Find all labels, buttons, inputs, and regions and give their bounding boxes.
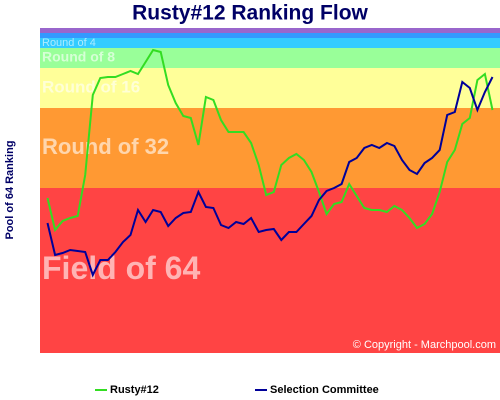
band-label: Round of 8 (42, 49, 115, 65)
legend-label: Selection Committee (270, 384, 379, 396)
band (40, 48, 500, 68)
band (40, 188, 500, 353)
band (40, 28, 500, 33)
band-label: Round of 4 (42, 37, 96, 49)
band (40, 33, 500, 38)
copyright: © Copyright - Marchpool.com (353, 339, 496, 351)
series-line (46, 76, 494, 278)
band (40, 108, 500, 188)
band-label: Field of 64 (42, 250, 200, 286)
band-label: Round of 32 (42, 134, 169, 159)
y-axis-label: Pool of 64 Ranking (4, 140, 16, 239)
legend-label: Rusty#12 (110, 384, 159, 396)
band (40, 68, 500, 108)
series-line (46, 48, 494, 233)
chart-title: Rusty#12 Ranking Flow (132, 2, 368, 25)
band-label: Round of 16 (42, 77, 140, 96)
band (40, 38, 500, 48)
